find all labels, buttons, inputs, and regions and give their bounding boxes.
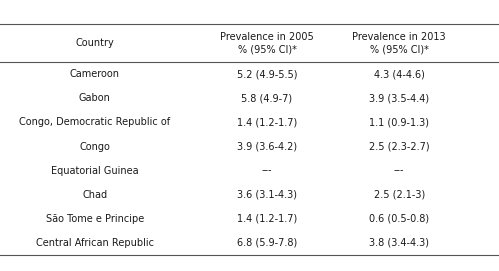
Text: 2.5 (2.1-3): 2.5 (2.1-3): [374, 190, 425, 200]
Text: 4.3 (4-4.6): 4.3 (4-4.6): [374, 69, 425, 79]
Text: Chad: Chad: [82, 190, 107, 200]
Text: Congo: Congo: [79, 141, 110, 151]
Text: Prevalence in 2005
% (95% CI)*: Prevalence in 2005 % (95% CI)*: [220, 32, 314, 55]
Text: 5.8 (4.9-7): 5.8 (4.9-7): [242, 93, 292, 104]
Text: 3.9 (3.6-4.2): 3.9 (3.6-4.2): [237, 141, 297, 151]
Text: ---: ---: [261, 166, 272, 176]
Text: 3.9 (3.5-4.4): 3.9 (3.5-4.4): [369, 93, 429, 104]
Text: São Tome e Principe: São Tome e Principe: [46, 214, 144, 224]
Text: Country: Country: [75, 38, 114, 48]
Text: ---: ---: [394, 166, 405, 176]
Text: 3.6 (3.1-4.3): 3.6 (3.1-4.3): [237, 190, 297, 200]
Text: Congo, Democratic Republic of: Congo, Democratic Republic of: [19, 117, 170, 127]
Text: 5.2 (4.9-5.5): 5.2 (4.9-5.5): [237, 69, 297, 79]
Text: 1.4 (1.2-1.7): 1.4 (1.2-1.7): [237, 214, 297, 224]
Text: 6.8 (5.9-7.8): 6.8 (5.9-7.8): [237, 238, 297, 248]
Text: Prevalence in 2013
% (95% CI)*: Prevalence in 2013 % (95% CI)*: [352, 32, 446, 55]
Text: Cameroon: Cameroon: [70, 69, 120, 79]
Text: Central African Republic: Central African Republic: [36, 238, 154, 248]
Text: Equatorial Guinea: Equatorial Guinea: [51, 166, 139, 176]
Text: 0.6 (0.5-0.8): 0.6 (0.5-0.8): [369, 214, 429, 224]
Text: 1.1 (0.9-1.3): 1.1 (0.9-1.3): [369, 117, 429, 127]
Text: 3.8 (3.4-4.3): 3.8 (3.4-4.3): [369, 238, 429, 248]
Text: 1.4 (1.2-1.7): 1.4 (1.2-1.7): [237, 117, 297, 127]
Text: 2.5 (2.3-2.7): 2.5 (2.3-2.7): [369, 141, 430, 151]
Text: Gabon: Gabon: [79, 93, 111, 104]
